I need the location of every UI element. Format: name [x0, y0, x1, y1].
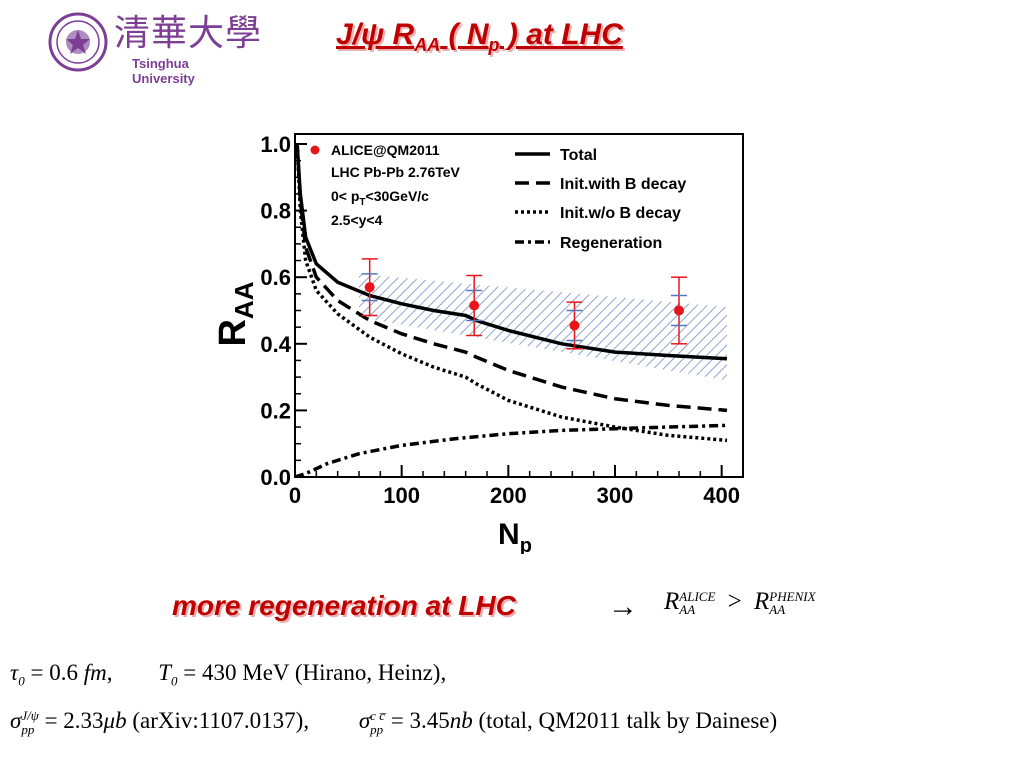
data-marker: [674, 305, 684, 316]
formula-line-1: τ0 = 0.6 fm, T0 = 430 MeV (Hirano, Heinz…: [10, 660, 447, 689]
y-tick-label: 0.6: [260, 265, 291, 290]
legend-label: Regeneration: [560, 235, 662, 252]
tsinghua-logo: 清華大學 Tsinghua University: [48, 12, 261, 86]
logo-english-text: Tsinghua University: [132, 56, 195, 86]
data-marker: [469, 300, 480, 311]
x-tick-label: 200: [490, 483, 527, 508]
series-line-3: [295, 143, 728, 443]
annotation-line-4: 2.5<y<4: [331, 212, 383, 228]
y-tick-label: 0.0: [260, 465, 291, 490]
legend-label: Total: [560, 147, 597, 164]
data-point-1: [361, 258, 378, 317]
x-tick-label: 300: [597, 483, 634, 508]
series-line-4: [295, 423, 728, 477]
series-line-2: [295, 143, 728, 413]
x-tick-label: 100: [383, 483, 420, 508]
series-line-1: [295, 143, 728, 361]
data-point-4: [671, 276, 687, 345]
legend-label: Init.w/o B decay: [560, 205, 681, 222]
data-marker: [569, 320, 580, 331]
arrow-icon: →: [608, 590, 638, 623]
raa-comparison: RALICE AA > RPHENIX AA: [664, 588, 816, 618]
y-tick-label: 1.0: [260, 132, 291, 157]
conclusion-text: more regeneration at LHC: [172, 590, 516, 621]
tsinghua-seal-icon: [48, 12, 108, 72]
x-tick-label: 400: [703, 483, 740, 508]
data-point-2: [466, 274, 483, 337]
legend-entry-1: Total: [515, 147, 597, 164]
x-axis-label: Np: [498, 518, 532, 554]
formula-line-2: σJ/ψ pp = 2.33μb (arXiv:1107.0137), σc c̅…: [10, 707, 778, 737]
slide-title: J/ψ RAA ( Np ) at LHC: [336, 18, 623, 55]
annotation-marker: [310, 145, 320, 155]
legend-entry-3: Init.w/o B decay: [515, 205, 681, 222]
x-tick-label: 0: [289, 483, 301, 508]
y-tick-label: 0.2: [260, 398, 291, 423]
raa-chart: 0 100 200 300 400 0.0 0.2 0.4 0.6 0.8 1.0 ALICE@QM…: [212, 132, 744, 554]
legend-label: Init.with B decay: [560, 176, 686, 193]
data-marker: [364, 282, 375, 293]
data-point-3: [566, 301, 583, 350]
y-tick-label: 0.8: [260, 199, 291, 224]
annotation-line-2: LHC Pb-Pb 2.76TeV: [331, 164, 461, 180]
y-axis-label: RAA: [212, 281, 259, 346]
legend-entry-2: Init.with B decay: [515, 176, 686, 193]
y-tick-label: 0.4: [260, 332, 291, 357]
legend-entry-4: Regeneration: [515, 235, 662, 252]
logo-chinese-text: 清華大學: [114, 13, 263, 54]
annotation-line-1: ALICE@QM2011: [331, 142, 440, 158]
annotation-line-3: 0< pT<30GeV/c: [331, 188, 429, 208]
